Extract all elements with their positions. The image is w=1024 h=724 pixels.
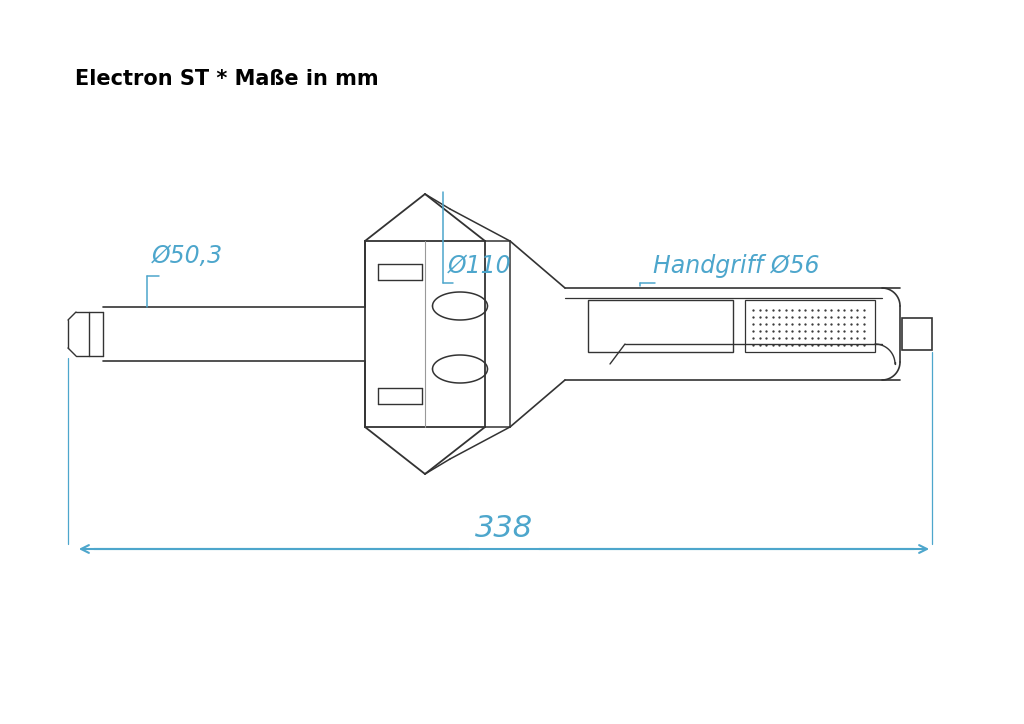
Text: Handgriff Ø56: Handgriff Ø56 xyxy=(653,254,819,278)
Text: Ø50,3: Ø50,3 xyxy=(152,244,223,268)
Text: Ø110: Ø110 xyxy=(449,254,512,278)
Text: Electron ST * Maße in mm: Electron ST * Maße in mm xyxy=(75,69,379,89)
Text: 338: 338 xyxy=(475,514,534,543)
